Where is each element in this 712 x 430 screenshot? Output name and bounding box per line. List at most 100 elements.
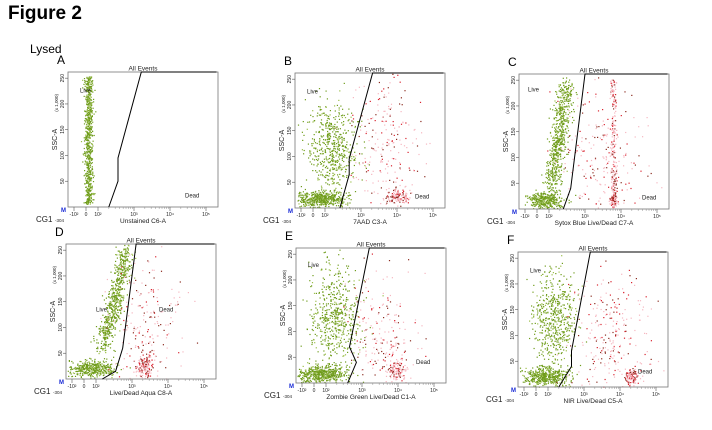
live-event-point — [113, 326, 115, 328]
live-event-point — [107, 304, 109, 306]
live-event-point — [561, 115, 563, 117]
live-event-point — [319, 96, 321, 98]
live-event-point — [70, 373, 72, 375]
dead-event-point — [396, 195, 398, 197]
live-event-point — [346, 157, 348, 159]
live-event-point — [303, 201, 305, 203]
live-event-point — [328, 138, 330, 140]
live-event-point — [110, 335, 112, 337]
dead-event-point — [608, 160, 610, 163]
live-event-point — [113, 309, 115, 312]
dead-event-point — [595, 203, 597, 205]
dead-event-point — [605, 156, 607, 158]
dead-event-point — [386, 196, 388, 198]
live-event-point — [104, 321, 106, 323]
axis-min-label: -304 — [55, 218, 65, 223]
x-tick-label: 10³ — [581, 214, 589, 220]
dead-event-point — [146, 365, 149, 367]
dead-event-point — [135, 335, 137, 337]
live-event-point — [310, 198, 312, 200]
live-event-point — [306, 196, 308, 198]
live-event-point — [86, 190, 88, 192]
live-event-point — [75, 368, 77, 370]
live-event-point — [566, 85, 568, 88]
live-event-point — [345, 192, 347, 194]
live-event-point — [84, 138, 87, 140]
live-event-point — [353, 164, 355, 167]
live-event-point — [555, 130, 557, 132]
live-event-point — [310, 114, 312, 116]
dead-event-point — [389, 201, 391, 203]
live-event-point — [314, 147, 316, 149]
live-event-point — [329, 193, 331, 195]
live-event-point — [333, 178, 335, 180]
dead-event-point — [377, 180, 379, 182]
dead-event-point — [646, 117, 648, 119]
live-event-point — [126, 280, 128, 282]
dead-event-point — [142, 354, 144, 356]
live-event-point — [566, 170, 568, 172]
live-event-point — [81, 365, 83, 368]
live-event-point — [90, 123, 93, 125]
live-event-point — [565, 106, 567, 108]
live-event-point — [92, 174, 94, 176]
live-event-point — [80, 141, 83, 143]
live-event-point — [320, 149, 322, 151]
dead-event-point — [634, 164, 636, 166]
live-event-point — [85, 372, 87, 375]
dead-event-point — [129, 377, 131, 380]
dead-event-point — [588, 198, 590, 200]
live-event-point — [87, 369, 89, 372]
live-event-point — [566, 87, 568, 89]
live-event-point — [311, 143, 313, 145]
live-event-point — [297, 124, 300, 126]
dead-event-point — [612, 121, 614, 123]
dead-event-point — [579, 194, 581, 197]
dead-event-point — [579, 197, 581, 199]
live-event-point — [120, 369, 122, 371]
live-event-point — [91, 360, 93, 362]
live-event-point — [550, 154, 552, 157]
axis-marker[interactable]: M — [288, 209, 293, 215]
live-event-point — [357, 121, 360, 123]
live-event-point — [543, 202, 545, 204]
live-event-point — [88, 168, 90, 170]
live-event-point — [571, 111, 573, 113]
live-event-point — [333, 160, 335, 162]
live-event-point — [559, 113, 561, 115]
live-event-point — [341, 142, 343, 144]
live-event-point — [112, 316, 114, 318]
live-event-point — [557, 111, 559, 113]
live-event-point — [86, 124, 88, 126]
live-event-point — [95, 363, 97, 365]
live-event-point — [77, 373, 79, 375]
axis-marker[interactable]: M — [61, 208, 66, 214]
live-event-point — [113, 315, 116, 317]
live-event-point — [573, 119, 575, 121]
live-event-point — [89, 373, 91, 375]
live-event-point — [124, 260, 126, 262]
live-event-point — [322, 198, 324, 200]
dead-event-point — [154, 316, 156, 318]
dead-event-point — [611, 142, 613, 144]
live-event-point — [552, 198, 554, 200]
dead-event-point — [615, 178, 617, 180]
live-event-point — [114, 303, 116, 305]
dead-event-point — [378, 81, 380, 84]
live-event-point — [91, 76, 93, 78]
live-event-point — [89, 190, 91, 192]
dead-event-point — [424, 176, 426, 178]
live-event-point — [556, 190, 558, 192]
live-event-point — [548, 117, 550, 119]
live-event-point — [330, 154, 332, 156]
axis-marker[interactable]: M — [512, 210, 517, 216]
live-event-point — [121, 277, 123, 279]
live-event-point — [563, 111, 565, 113]
live-event-point — [324, 195, 326, 197]
live-event-point — [83, 175, 85, 177]
dead-event-point — [339, 141, 341, 143]
dead-event-point — [406, 201, 408, 203]
live-event-point — [103, 374, 105, 376]
live-event-point — [86, 103, 88, 105]
live-event-point — [562, 97, 564, 99]
